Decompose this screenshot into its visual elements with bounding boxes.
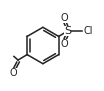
Text: O: O bbox=[60, 13, 68, 23]
Text: O: O bbox=[10, 68, 17, 78]
Text: O: O bbox=[60, 39, 68, 49]
Text: Cl: Cl bbox=[83, 26, 93, 36]
Text: S: S bbox=[64, 26, 71, 36]
